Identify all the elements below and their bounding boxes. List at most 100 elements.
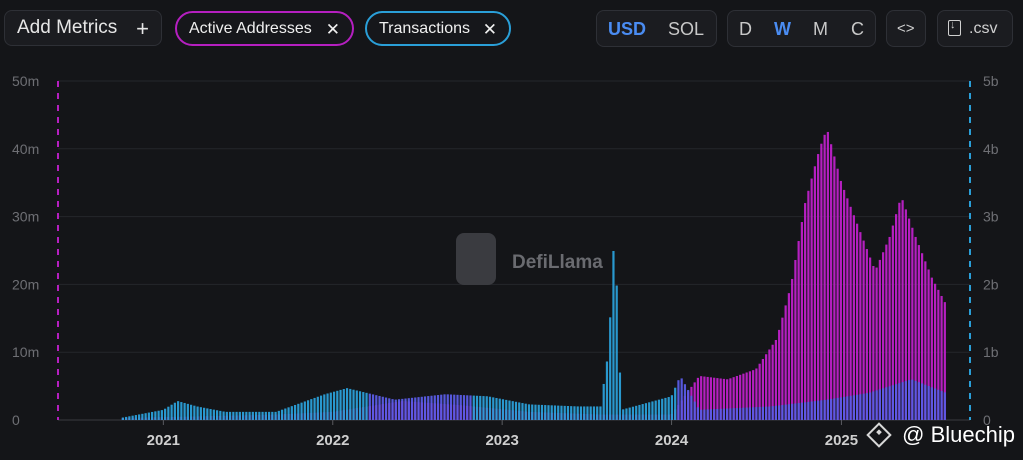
y-left-tick-label: 40m bbox=[12, 141, 39, 157]
add-metrics-button[interactable]: Add Metrics + bbox=[4, 10, 162, 46]
transactions-bar bbox=[781, 404, 784, 420]
period-option-c[interactable]: C bbox=[851, 19, 864, 39]
transactions-bar bbox=[813, 401, 816, 420]
transactions-bar bbox=[846, 396, 849, 420]
csv-download-button[interactable]: .csv bbox=[937, 10, 1013, 47]
currency-option-usd[interactable]: USD bbox=[608, 19, 647, 39]
active-addresses-bar bbox=[904, 209, 907, 420]
transactions-bar bbox=[872, 391, 875, 420]
active-addresses-bar bbox=[693, 382, 696, 420]
close-icon[interactable]: ✕ bbox=[325, 20, 340, 39]
period-option-m[interactable]: M bbox=[813, 19, 828, 39]
currency-option-sol[interactable]: SOL bbox=[668, 19, 705, 39]
y-right-tick-label: 1b bbox=[983, 344, 999, 360]
active-addresses-bar bbox=[917, 245, 920, 420]
transactions-bar bbox=[911, 379, 914, 420]
transactions-bar bbox=[599, 406, 602, 420]
attribution-text: @ Bluechip bbox=[902, 422, 1015, 447]
transactions-bar bbox=[602, 383, 605, 420]
transactions-bar bbox=[778, 405, 781, 420]
bluechip-logo-icon bbox=[866, 422, 892, 448]
active-addresses-bar bbox=[813, 166, 816, 420]
transactions-bar bbox=[469, 395, 472, 420]
active-addresses-bar bbox=[800, 222, 803, 420]
transactions-bar bbox=[930, 387, 933, 420]
transactions-bar bbox=[446, 394, 449, 420]
active-addresses-bar bbox=[878, 259, 881, 420]
transactions-bar bbox=[638, 404, 641, 420]
active-addresses-bar bbox=[696, 377, 700, 420]
transactions-bar bbox=[511, 401, 514, 420]
transactions-bar bbox=[865, 393, 868, 420]
transactions-bar bbox=[258, 411, 261, 420]
transactions-bar bbox=[937, 389, 940, 420]
transactions-bar bbox=[303, 401, 306, 420]
transactions-bar bbox=[524, 403, 527, 420]
active-addresses-bar bbox=[898, 202, 901, 420]
embed-button[interactable]: <> bbox=[886, 10, 926, 47]
transactions-bar bbox=[888, 386, 891, 420]
transactions-bar bbox=[128, 416, 131, 420]
transactions-bar bbox=[553, 405, 557, 420]
transactions-bar bbox=[615, 285, 618, 420]
period-option-d[interactable]: D bbox=[739, 19, 752, 39]
transactions-bar bbox=[261, 411, 264, 420]
transactions-bar bbox=[560, 405, 563, 420]
active-addresses-bar bbox=[882, 252, 885, 420]
transactions-bar bbox=[804, 402, 807, 420]
transactions-bar bbox=[212, 409, 215, 420]
active-addresses-bar bbox=[920, 253, 924, 420]
transactions-bar bbox=[700, 409, 703, 420]
active-addresses-bar bbox=[771, 344, 774, 420]
transactions-bar bbox=[823, 399, 826, 420]
metric-chip-transactions[interactable]: Transactions ✕ bbox=[365, 11, 511, 46]
transactions-bar bbox=[160, 410, 163, 420]
transactions-bar bbox=[254, 411, 258, 420]
active-addresses-bar bbox=[875, 267, 878, 420]
transactions-bar bbox=[586, 406, 589, 420]
transactions-bar bbox=[407, 398, 410, 420]
transactions-bar bbox=[280, 409, 284, 420]
close-icon[interactable]: ✕ bbox=[482, 20, 497, 39]
active-addresses-bar bbox=[839, 180, 842, 420]
transactions-bar bbox=[151, 411, 154, 420]
transactions-bar bbox=[820, 400, 823, 420]
transactions-bar bbox=[417, 397, 420, 420]
metric-chip-active-addresses[interactable]: Active Addresses ✕ bbox=[175, 11, 354, 46]
transactions-bar bbox=[527, 404, 531, 420]
transactions-bar bbox=[807, 401, 810, 420]
active-addresses-bar bbox=[943, 302, 946, 420]
transactions-bar bbox=[410, 397, 414, 420]
transactions-bar bbox=[306, 400, 310, 420]
transactions-bar bbox=[869, 392, 872, 420]
transactions-bar bbox=[449, 394, 453, 420]
download-file-icon bbox=[948, 19, 961, 36]
active-addresses-bar bbox=[700, 376, 703, 420]
transactions-bar bbox=[914, 380, 917, 420]
transactions-bar bbox=[628, 407, 631, 420]
period-toggle: D W M C bbox=[727, 10, 876, 47]
transactions-bar bbox=[180, 402, 183, 420]
period-option-w[interactable]: W bbox=[774, 19, 791, 39]
transactions-bar bbox=[365, 392, 368, 420]
watermark-text: DefiLlama bbox=[512, 252, 603, 273]
transactions-bar bbox=[534, 404, 537, 420]
transactions-bar bbox=[485, 396, 488, 420]
active-addresses-bar bbox=[810, 178, 813, 420]
active-addresses-bar bbox=[833, 156, 836, 420]
active-addresses-bar bbox=[794, 259, 797, 420]
transactions-bar bbox=[654, 400, 657, 420]
y-left-tick-label: 10m bbox=[12, 344, 39, 360]
transactions-bar bbox=[622, 409, 625, 420]
transactions-bar bbox=[839, 397, 842, 420]
transactions-bar bbox=[186, 403, 189, 420]
transactions-bar bbox=[566, 405, 570, 420]
transactions-bar bbox=[917, 382, 920, 420]
transactions-bar bbox=[901, 382, 904, 420]
transactions-bar bbox=[508, 400, 511, 420]
active-addresses-bar bbox=[872, 265, 875, 420]
transactions-bar bbox=[238, 411, 241, 420]
transactions-bar bbox=[943, 392, 946, 420]
transactions-bar bbox=[693, 401, 696, 420]
transactions-bar bbox=[297, 403, 300, 420]
